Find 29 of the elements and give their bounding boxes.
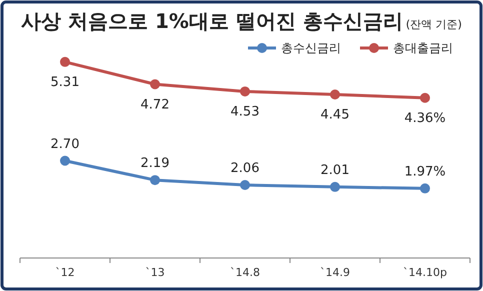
point [420, 183, 430, 194]
point [150, 79, 160, 90]
chart-subtitle: (잔액 기준) [406, 18, 462, 31]
data-label: 2.06 [230, 161, 260, 176]
point [240, 180, 250, 190]
point [60, 56, 70, 67]
data-label: 1.97% [404, 164, 446, 180]
point [150, 175, 160, 186]
data-label: 2.01 [320, 162, 350, 178]
x-tick-label: `13 [145, 266, 165, 279]
data-label: 4.53 [230, 104, 260, 120]
data-label: 5.31 [50, 74, 80, 90]
data-label: 4.72 [140, 97, 170, 112]
data-label: 4.36% [404, 110, 446, 126]
x-tick-label: `12 [55, 266, 75, 279]
point [420, 92, 430, 103]
data-label: 2.70 [50, 136, 80, 152]
point [60, 156, 70, 166]
x-tick-label: `14.8 [230, 266, 260, 279]
point [330, 89, 340, 100]
point [240, 86, 250, 96]
x-tick-label: `14.9 [320, 266, 350, 279]
data-label: 2.19 [140, 156, 170, 172]
legend-label: 총수신금리 [281, 41, 341, 55]
data-label: 4.45 [320, 107, 350, 122]
x-tick-label: `14.10p [403, 266, 447, 279]
point [330, 182, 340, 192]
legend-label: 총대출금리 [393, 41, 453, 55]
chart-title: 사상 처음으로 1%대로 떨어진 총수신금리 [21, 9, 403, 33]
